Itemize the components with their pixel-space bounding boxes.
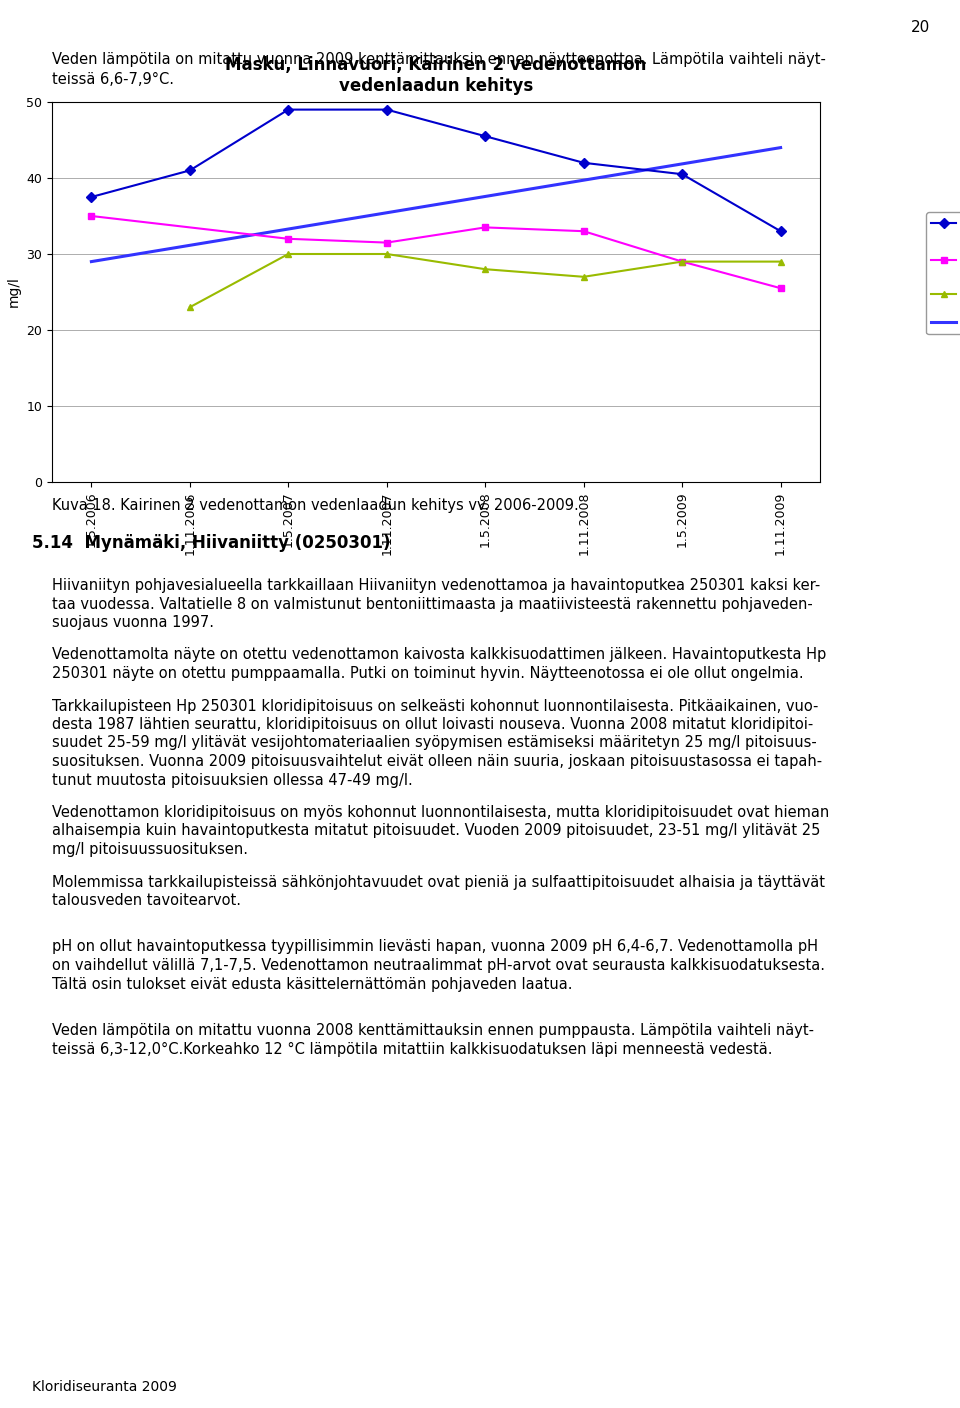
Text: Molemmissa tarkkailupisteissä sähkönjohtavuudet ovat pieniä ja sulfaattipitoisuu: Molemmissa tarkkailupisteissä sähkönjoht…	[52, 874, 825, 890]
Text: mg/l pitoisuussuosituksen.: mg/l pitoisuussuosituksen.	[52, 842, 248, 857]
Text: tunut muutosta pitoisuuksien ollessa 47-49 mg/l.: tunut muutosta pitoisuuksien ollessa 47-…	[52, 773, 413, 787]
Text: Hiivaniityn pohjavesialueella tarkkaillaan Hiivaniityn vedenottamoa ja havaintop: Hiivaniityn pohjavesialueella tarkkailla…	[52, 579, 820, 593]
Title: Masku, Linnavuori, Kairinen 2 vedenottamon
vedenlaadun kehitys: Masku, Linnavuori, Kairinen 2 vedenottam…	[226, 56, 647, 94]
Text: taa vuodessa. Valtatielle 8 on valmistunut bentoniittimaasta ja maatiivisteestä : taa vuodessa. Valtatielle 8 on valmistun…	[52, 597, 813, 611]
Text: pH on ollut havaintoputkessa tyypillisimmin lievästi hapan, vuonna 2009 pH 6,4-6: pH on ollut havaintoputkessa tyypillisim…	[52, 939, 818, 955]
Text: Veden lämpötila on mitattu vuonna 2009 kenttämittauksin ennen näytteenottoa. Läm: Veden lämpötila on mitattu vuonna 2009 k…	[52, 52, 826, 68]
Text: suudet 25-59 mg/l ylitävät vesijohtomateriaalien syöpymisen estämiseksi määritet: suudet 25-59 mg/l ylitävät vesijohtomate…	[52, 735, 817, 750]
Text: Kuva 18. Kairinen 2 vedenottamon vedenlaadun kehitys vv. 2006-2009.: Kuva 18. Kairinen 2 vedenottamon vedenla…	[52, 498, 579, 513]
Text: suojaus vuonna 1997.: suojaus vuonna 1997.	[52, 615, 214, 629]
Text: Vedenottamon kloridipitoisuus on myös kohonnut luonnontilaisesta, mutta kloridip: Vedenottamon kloridipitoisuus on myös ko…	[52, 805, 829, 819]
Text: teissä 6,3-12,0°C.Korkeahko 12 °C lämpötila mitattiin kalkkisuodatuksen läpi men: teissä 6,3-12,0°C.Korkeahko 12 °C lämpöt…	[52, 1042, 773, 1056]
Y-axis label: mg/l: mg/l	[7, 276, 21, 307]
Text: on vaihdellut välillä 7,1-7,5. Vedenottamon neutraalimmat pH-arvot ovat seuraust: on vaihdellut välillä 7,1-7,5. Vedenotta…	[52, 957, 825, 973]
Text: Vedenottamolta näyte on otettu vedenottamon kaivosta kalkkisuodattimen jälkeen. : Vedenottamolta näyte on otettu vedenotta…	[52, 648, 827, 663]
Text: alhaisempia kuin havaintoputkesta mitatut pitoisuudet. Vuoden 2009 pitoisuudet, : alhaisempia kuin havaintoputkesta mitatu…	[52, 824, 821, 839]
Text: talousveden tavoitearvot.: talousveden tavoitearvot.	[52, 893, 241, 908]
Text: 20: 20	[911, 21, 930, 35]
Legend: Cl, mg/l, Sähkönjoh-
tavuus, mS/m, Sulfaatti, mg/l, Lin. (Cl, mg/l): Cl, mg/l, Sähkönjoh- tavuus, mS/m, Sulfa…	[926, 213, 960, 334]
Text: desta 1987 lähtien seurattu, kloridipitoisuus on ollut loivasti nouseva. Vuonna : desta 1987 lähtien seurattu, kloridipito…	[52, 717, 813, 732]
Text: Tarkkailupisteen Hp 250301 kloridipitoisuus on selkeästi kohonnut luonnontilaise: Tarkkailupisteen Hp 250301 kloridipitois…	[52, 698, 818, 714]
Text: Veden lämpötila on mitattu vuonna 2008 kenttämittauksin ennen pumppausta. Lämpöt: Veden lämpötila on mitattu vuonna 2008 k…	[52, 1024, 814, 1038]
Text: suosituksen. Vuonna 2009 pitoisuusvaihtelut eivät olleen näin suuria, joskaan pi: suosituksen. Vuonna 2009 pitoisuusvaihte…	[52, 755, 822, 769]
Text: 5.14  Mynämäki, Hiivaniitty (0250301): 5.14 Mynämäki, Hiivaniitty (0250301)	[32, 534, 391, 552]
Text: 250301 näyte on otettu pumppaamalla. Putki on toiminut hyvin. Näytteenotossa ei : 250301 näyte on otettu pumppaamalla. Put…	[52, 666, 804, 681]
Text: teissä 6,6-7,9°C.: teissä 6,6-7,9°C.	[52, 72, 174, 87]
Text: Tältä osin tulokset eivät edusta käsittelernättömän pohjaveden laatua.: Tältä osin tulokset eivät edusta käsitte…	[52, 977, 572, 991]
Text: Kloridiseuranta 2009: Kloridiseuranta 2009	[32, 1380, 177, 1394]
